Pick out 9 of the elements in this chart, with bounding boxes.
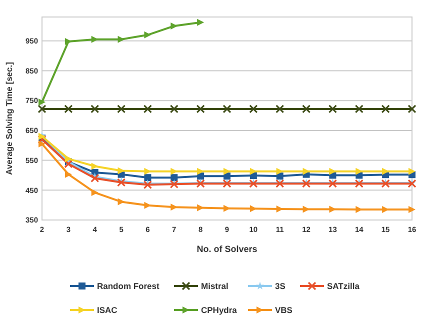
legend-label: 3S xyxy=(275,280,286,291)
y-axis-title: Average Solving Time [sec.] xyxy=(4,62,14,175)
legend-label: VBS xyxy=(275,304,293,315)
legend-label: ISAC xyxy=(97,304,118,315)
legend-label: SATzilla xyxy=(327,280,360,291)
x-axis-title: No. of Solvers xyxy=(196,244,258,254)
legend-label: CPHydra xyxy=(201,304,238,315)
legend-label: Mistral xyxy=(201,280,228,291)
legend-label: Random Forest xyxy=(97,280,160,291)
